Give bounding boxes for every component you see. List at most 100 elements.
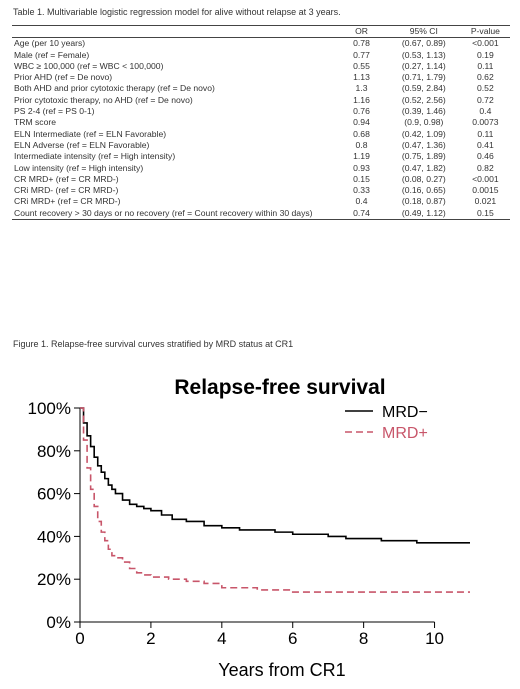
table-row: CRi MRD- (ref = CR MRD-) 0.33 (0.16, 0.65)… — [12, 185, 510, 196]
cell-or: 0.77 — [353, 49, 370, 60]
table-row: ELN Adverse (ref = ELN Favorable) 0.8 (0.4… — [12, 140, 510, 151]
cell-or: 0.94 — [353, 117, 370, 128]
cell-ci: (0.27, 1.14) — [401, 60, 446, 71]
cell-pvalue: 0.021 — [474, 196, 497, 207]
cell-pvalue: 0.11 — [477, 60, 494, 71]
survival-chart: Relapse-free survival 0% 20% 40% 60% 80% 100%… — [28, 376, 470, 680]
y-tick-label: 0% — [46, 613, 71, 632]
cell-ci: (0.08, 0.27) — [401, 173, 446, 184]
table-header-row: OR 95% CI P-value — [12, 24, 510, 39]
cell-variable: Both AHD and prior cytotoxic therapy (re… — [14, 83, 215, 94]
cell-variable: Intermediate intensity (ref = High inten… — [14, 151, 176, 162]
x-tick-label: 8 — [359, 629, 368, 648]
cell-ci: (0.52, 2.56) — [401, 94, 446, 105]
cell-pvalue: 0.4 — [479, 106, 492, 117]
table-row: CR MRD+ (ref = CR MRD-) 0.15 (0.08, 0.27) <… — [12, 174, 510, 185]
legend: MRD− MRD+ — [345, 404, 428, 442]
cell-or: 1.3 — [355, 83, 368, 94]
header-variable — [12, 24, 337, 39]
cell-variable: CRi MRD- (ref = CR MRD-) — [14, 185, 119, 196]
table-row: Both AHD and prior cytotoxic therapy (re… — [12, 83, 510, 94]
cell-pvalue: 0.0073 — [472, 117, 499, 128]
table-header: OR 95% CI P-value — [12, 24, 510, 39]
table-row: CRi MRD+ (ref = CR MRD-) 0.4 (0.18, 0.87) 0… — [12, 196, 510, 207]
legend-label: MRD− — [382, 404, 428, 421]
table-body: Age (per 10 years) 0.78 (0.67, 0.89) <0.001… — [12, 38, 510, 221]
table-row: Intermediate intensity (ref = High inten… — [12, 151, 510, 162]
cell-or: 1.16 — [353, 94, 370, 105]
cell-or: 0.55 — [353, 60, 370, 71]
table-row: Count recovery > 30 days or no recovery … — [12, 207, 510, 221]
cell-pvalue: 0.11 — [477, 128, 494, 139]
cell-variable: ELN Adverse (ref = ELN Favorable) — [14, 139, 150, 150]
cell-variable: Male (ref = Female) — [14, 49, 90, 60]
cell-pvalue: 0.52 — [477, 83, 494, 94]
cell-ci: (0.59, 2.84) — [401, 83, 446, 94]
cell-pvalue: <0.001 — [472, 38, 499, 49]
cell-variable: Prior cytotoxic therapy, no AHD (ref = D… — [14, 94, 193, 105]
cell-pvalue: 0.82 — [477, 162, 494, 173]
cell-or: 0.76 — [353, 106, 370, 117]
series-line-mrd-negative — [80, 407, 470, 544]
legend-label: MRD+ — [382, 425, 428, 442]
cell-ci: (0.42, 1.09) — [401, 128, 446, 139]
header-pvalue: P-value — [460, 24, 510, 39]
cell-ci: (0.53, 1.13) — [401, 49, 446, 60]
series-group — [80, 407, 470, 593]
x-tick-label: 0 — [75, 629, 84, 648]
cell-pvalue: 0.46 — [477, 151, 494, 162]
x-tick-label: 2 — [146, 629, 155, 648]
table-row: Prior cytotoxic therapy, no AHD (ref = D… — [12, 95, 510, 106]
table-row: Prior AHD (ref = De novo) 1.13 (0.71, 1.79… — [12, 72, 510, 83]
cell-ci: (0.67, 0.89) — [401, 38, 446, 49]
table-row: Age (per 10 years) 0.78 (0.67, 0.89) <0.001 — [12, 38, 510, 50]
table-row: Male (ref = Female) 0.77 (0.53, 1.13) 0.19 — [12, 50, 510, 61]
cell-ci: (0.49, 1.12) — [386, 207, 461, 221]
cell-or: 0.8 — [355, 139, 368, 150]
cell-ci: (0.39, 1.46) — [401, 106, 446, 117]
cell-or: 0.93 — [353, 162, 370, 173]
cell-ci: (0.71, 1.79) — [401, 72, 446, 83]
header-ci: 95% CI — [386, 24, 461, 39]
cell-or: 0.15 — [353, 173, 370, 184]
cell-ci: (0.9, 0.98) — [404, 117, 444, 128]
cell-ci: (0.75, 1.89) — [401, 151, 446, 162]
y-tick-label: 60% — [37, 485, 71, 504]
cell-variable: CR MRD+ (ref = CR MRD-) — [14, 173, 119, 184]
cell-variable: WBC ≥ 100,000 (ref = WBC < 100,000) — [14, 60, 164, 71]
cell-variable: Prior AHD (ref = De novo) — [14, 72, 113, 83]
table-row: ELN Intermediate (ref = ELN Favorable) 0.… — [12, 129, 510, 140]
cell-pvalue: 0.41 — [477, 139, 494, 150]
cell-pvalue: 0.72 — [477, 94, 494, 105]
cell-pvalue: 0.19 — [477, 49, 494, 60]
axes: 0% 20% 40% 60% 80% 100% 0 2 4 6 8 10 — [28, 399, 444, 648]
cell-or: 0.68 — [353, 128, 370, 139]
cell-ci: (0.47, 1.82) — [401, 162, 446, 173]
x-axis-label: Years from CR1 — [218, 660, 345, 680]
cell-variable: Age (per 10 years) — [14, 38, 86, 49]
cell-variable: CRi MRD+ (ref = CR MRD-) — [14, 196, 121, 207]
x-tick-label: 10 — [425, 629, 444, 648]
figure-caption: Figure 1. Relapse-free survival curves s… — [13, 339, 294, 349]
cell-pvalue: <0.001 — [472, 173, 499, 184]
cell-ci: (0.47, 1.36) — [401, 139, 446, 150]
cell-pvalue: 0.62 — [477, 72, 494, 83]
y-tick-label: 40% — [37, 527, 71, 546]
series-line-mrd-positive — [80, 407, 470, 593]
cell-pvalue: 0.0015 — [472, 185, 499, 196]
regression-table: OR 95% CI P-value Age (per 10 years) 0.78… — [12, 24, 510, 221]
table-row: WBC ≥ 100,000 (ref = WBC < 100,000) 0.55 (… — [12, 61, 510, 72]
table-caption: Table 1. Multivariable logistic regressi… — [13, 7, 341, 17]
cell-or: 0.78 — [353, 38, 370, 49]
y-tick-label: 100% — [28, 399, 71, 418]
cell-variable: ELN Intermediate (ref = ELN Favorable) — [14, 128, 167, 139]
cell-or: 1.19 — [353, 151, 370, 162]
y-tick-label: 80% — [37, 442, 71, 461]
cell-variable: Low intensity (ref = High intensity) — [14, 162, 144, 173]
header-or: OR — [336, 24, 387, 39]
cell-or: 0.33 — [353, 185, 370, 196]
table-row: Low intensity (ref = High intensity) 0.93… — [12, 163, 510, 174]
cell-ci: (0.16, 0.65) — [401, 185, 446, 196]
x-tick-label: 4 — [217, 629, 226, 648]
x-tick-label: 6 — [288, 629, 297, 648]
